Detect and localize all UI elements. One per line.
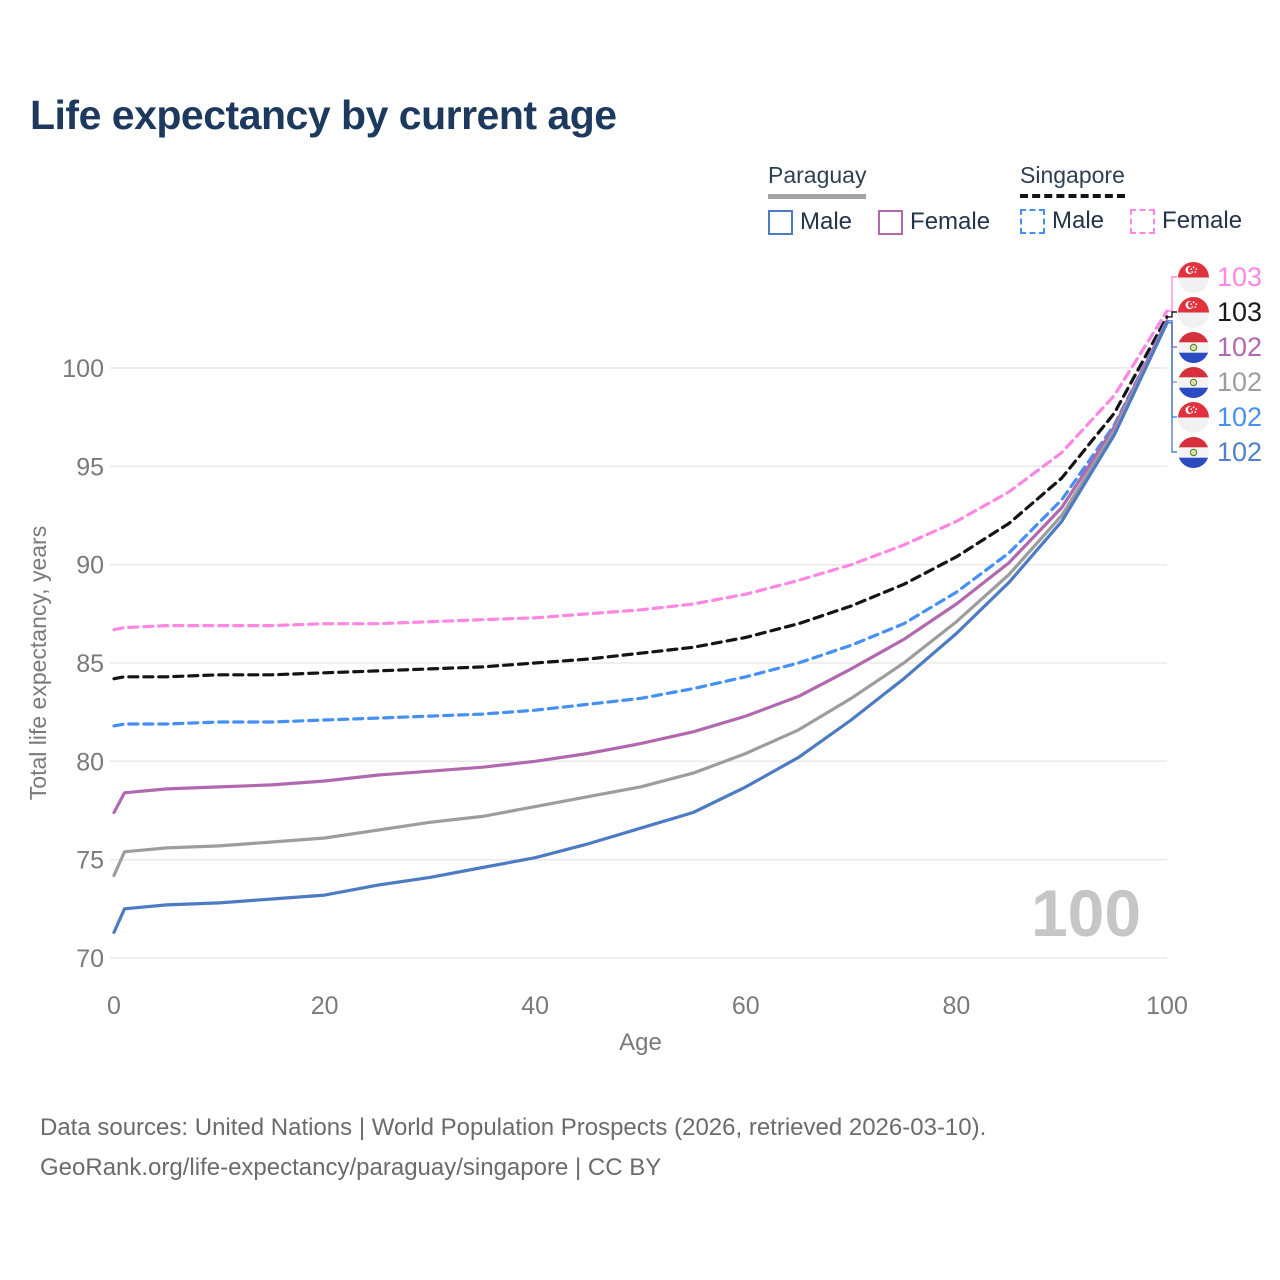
y-tick-label: 95 <box>76 453 104 481</box>
end-label-sg-male: 102 <box>1178 401 1262 433</box>
y-axis-title: Total life expectancy, years <box>25 526 51 800</box>
x-tick-label: 100 <box>1146 992 1188 1020</box>
legend-item-paraguay-female[interactable]: Female <box>878 208 990 236</box>
paraguay-flag-icon <box>1178 366 1209 398</box>
end-value: 102 <box>1217 367 1263 397</box>
y-tick-label: 100 <box>62 355 104 383</box>
end-value: 103 <box>1217 262 1263 292</box>
legend-group-singapore: Singapore Male Female <box>1020 162 1242 235</box>
series-line-sg-female[interactable] <box>112 309 1169 632</box>
series-line-sg-male[interactable] <box>112 319 1169 728</box>
data-sources-text: Data sources: United Nations | World Pop… <box>40 1114 987 1141</box>
series-line-py-total[interactable] <box>112 321 1169 878</box>
attribution-text: GeoRank.org/life-expectancy/paraguay/sin… <box>40 1154 662 1181</box>
singapore-flag-icon <box>1178 261 1209 293</box>
page-title: Life expectancy by current age <box>30 92 617 138</box>
x-tick-label: 0 <box>107 992 121 1020</box>
end-value: 103 <box>1217 297 1263 327</box>
x-tick-label: 60 <box>732 992 760 1020</box>
y-tick-label: 90 <box>76 552 104 580</box>
leader-line-sg-female <box>1168 276 1177 312</box>
x-axis-title: Age <box>619 1029 662 1056</box>
leader-line-py-male <box>1168 322 1177 453</box>
legend-label: Male <box>800 208 853 235</box>
x-tick-label: 80 <box>942 992 970 1020</box>
legend-country-singapore[interactable]: Singapore <box>1020 162 1125 198</box>
paraguay-flag-icon <box>1178 331 1209 363</box>
end-label-sg-total: 103 <box>1178 296 1262 328</box>
leader-line-sg-total <box>1168 311 1177 318</box>
end-value: 102 <box>1217 402 1263 432</box>
end-label-py-female: 102 <box>1178 331 1262 363</box>
legend-label: Female <box>910 208 991 235</box>
legend-country-paraguay[interactable]: Paraguay <box>768 162 867 199</box>
y-tick-label: 75 <box>76 847 104 875</box>
y-tick-label: 85 <box>76 650 104 678</box>
paraguay-male-swatch-icon <box>768 209 793 235</box>
singapore-flag-icon <box>1178 401 1209 433</box>
end-value: 102 <box>1217 437 1263 467</box>
paraguay-female-swatch-icon <box>878 209 904 235</box>
end-label-py-total: 102 <box>1178 366 1262 398</box>
legend-group-paraguay: Paraguay Male Female <box>768 162 990 236</box>
paraguay-flag-icon <box>1178 436 1209 468</box>
end-label-py-male: 102 <box>1178 436 1262 468</box>
x-tick-label: 40 <box>521 992 549 1020</box>
singapore-flag-icon <box>1178 296 1209 328</box>
end-label-sg-female: 103 <box>1178 261 1262 293</box>
legend-label: Male <box>1052 207 1105 234</box>
legend-item-paraguay-male[interactable]: Male <box>768 208 852 236</box>
end-value: 102 <box>1217 332 1263 362</box>
legend-item-singapore-female[interactable]: Female <box>1130 207 1242 235</box>
singapore-male-swatch-icon <box>1020 208 1045 234</box>
series-line-py-female[interactable] <box>112 319 1169 815</box>
series-line-sg-total[interactable] <box>112 315 1169 681</box>
singapore-female-swatch-icon <box>1130 208 1156 234</box>
series-line-py-male[interactable] <box>112 321 1169 935</box>
legend-item-singapore-male[interactable]: Male <box>1020 207 1104 235</box>
age-watermark: 100 <box>1031 876 1141 950</box>
footer: Data sources: United Nations | World Pop… <box>40 1108 986 1188</box>
y-tick-label: 70 <box>76 945 104 973</box>
y-tick-label: 80 <box>76 748 104 776</box>
legend-label: Female <box>1162 207 1243 234</box>
x-tick-label: 20 <box>311 992 339 1020</box>
